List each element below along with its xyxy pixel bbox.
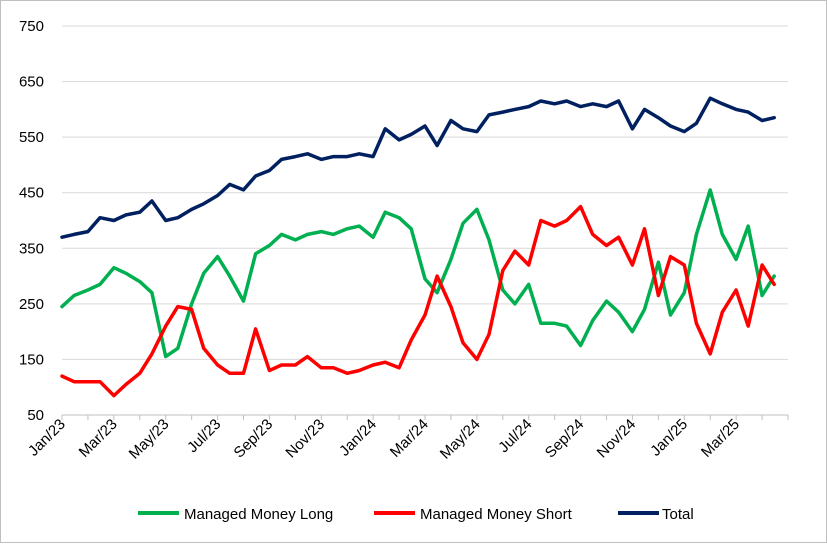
legend-item-short: Managed Money Short [374,506,573,523]
x-tick-label: Jan/24 [336,416,380,460]
y-tick-label: 350 [19,240,44,257]
series-line-managed-money-long [60,188,776,359]
y-tick-label: 150 [19,351,44,368]
x-tick-label: Mar/23 [76,416,121,461]
x-tick-label: Mar/25 [698,416,743,461]
x-tick-label: Jan/25 [647,416,691,460]
series-line-managed-money-short [60,204,776,398]
legend-label-short: Managed Money Short [420,506,573,523]
x-tick-label: Mar/24 [387,416,432,461]
x-tick-label: May/23 [126,416,173,463]
y-tick-label: 50 [27,407,44,424]
series-line-total [60,96,776,239]
legend: Managed Money Long Managed Money Short T… [138,506,694,523]
series-lines [60,96,776,398]
x-tick-label: Sep/24 [542,416,588,462]
y-tick-label: 650 [19,74,44,91]
y-axis-ticks: 50 150 250 350 450 550 650 750 [19,18,44,424]
gridlines [62,25,788,360]
x-axis-ticks: Jan/23 Mar/23 May/23 Jul/23 Sep/23 Nov/23 Jan/… [25,414,789,463]
x-tick-label: Sep/23 [231,416,277,462]
x-tick-label: Nov/24 [594,416,640,462]
y-tick-label: 250 [19,296,44,313]
legend-item-total: Total [618,506,694,523]
legend-label-total: Total [662,506,694,523]
x-tick-label: Jul/23 [184,416,224,456]
y-tick-label: 750 [19,18,44,35]
legend-label-long: Managed Money Long [184,506,333,523]
x-tick-label: Jul/24 [495,416,535,456]
x-tick-label: May/24 [437,416,484,463]
legend-item-long: Managed Money Long [138,506,333,523]
y-tick-label: 550 [19,129,44,146]
x-tick-label: Nov/23 [282,416,328,462]
y-tick-label: 450 [19,185,44,202]
